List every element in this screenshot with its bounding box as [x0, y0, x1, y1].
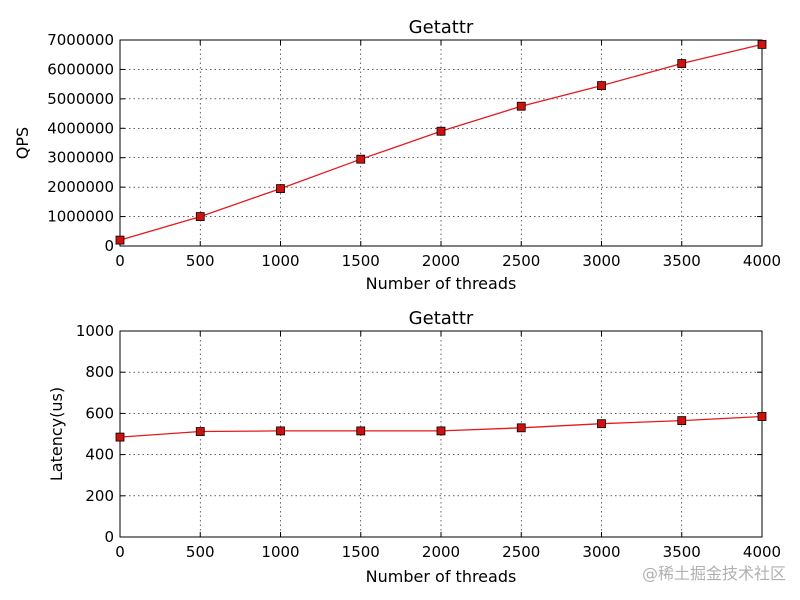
y-tick-label: 7000000 — [47, 31, 114, 49]
data-point — [356, 426, 366, 436]
y-tick-label: 3000000 — [47, 149, 114, 167]
data-point — [436, 126, 446, 136]
x-tick-label: 0 — [115, 543, 125, 561]
x-tick-label: 3000 — [582, 543, 620, 561]
data-point — [597, 81, 606, 91]
x-tick-label: 3500 — [663, 543, 701, 561]
chart-panel-1: 0 500 1000 1500 2000 2500 3000 3500 4000 0 1000000… — [13, 17, 781, 293]
x-tick-label: 2500 — [502, 252, 540, 270]
data-point — [516, 101, 526, 111]
y-axis-label: Latency(us) — [47, 387, 66, 481]
x-tick-label: 3000 — [582, 252, 620, 270]
data-point — [195, 212, 205, 221]
x-tick-label: 1000 — [261, 543, 299, 561]
x-axis-label: Number of threads — [366, 274, 517, 293]
x-tick-label: 0 — [115, 252, 125, 270]
data-point — [757, 40, 767, 49]
data-point — [115, 432, 125, 442]
x-tick-label: 1000 — [261, 252, 299, 270]
data-point — [356, 154, 366, 164]
data-point — [677, 416, 687, 426]
chart-panel-2: 0 500 1000 1500 2000 2500 3000 3500 4000 0 200 400 6… — [47, 308, 781, 586]
y-tick-label: 6000000 — [47, 60, 114, 78]
x-tick-label: 3500 — [663, 252, 701, 270]
y-tick-label: 0 — [104, 237, 114, 255]
x-tick-label: 500 — [186, 543, 215, 561]
series-line — [119, 43, 763, 241]
x-tick-label: 1500 — [342, 543, 380, 561]
chart-title: Getattr — [409, 17, 474, 38]
y-tick-label: 5000000 — [47, 90, 114, 108]
y-tick-label: 4000000 — [47, 119, 114, 137]
data-point — [516, 423, 526, 433]
y-tick-label: 200 — [85, 487, 114, 505]
x-tick-label: 4000 — [743, 252, 781, 270]
data-point — [276, 426, 285, 436]
data-point — [436, 426, 446, 436]
y-tick-label: 2000000 — [47, 178, 114, 196]
y-tick-label: 600 — [85, 404, 114, 422]
data-point — [677, 59, 687, 68]
data-point — [597, 419, 606, 429]
x-tick-label: 2500 — [502, 543, 540, 561]
data-point — [115, 235, 125, 245]
x-tick-label: 2000 — [422, 543, 460, 561]
x-tick-label: 500 — [186, 252, 215, 270]
watermark: @稀土掘金技术社区 — [641, 564, 786, 583]
plot-frame — [119, 39, 763, 247]
chart-title: Getattr — [409, 308, 474, 329]
y-tick-label: 1000 — [76, 322, 114, 340]
y-tick-label: 1000000 — [47, 208, 114, 226]
y-axis-label: QPS — [13, 127, 32, 159]
data-point — [757, 412, 767, 421]
y-tick-label: 800 — [85, 363, 114, 381]
x-tick-label: 1500 — [342, 252, 380, 270]
y-tick-label: 400 — [85, 446, 114, 464]
data-point — [276, 184, 285, 194]
y-tick-label: 0 — [104, 528, 114, 546]
x-axis-label: Number of threads — [366, 567, 517, 586]
data-point — [195, 427, 205, 436]
x-tick-label: 2000 — [422, 252, 460, 270]
x-tick-label: 4000 — [743, 543, 781, 561]
